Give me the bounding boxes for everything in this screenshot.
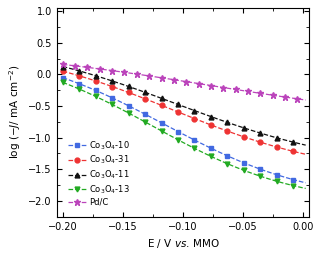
- Co$_3$O$_4$-11: [139, 89, 143, 92]
- Pd/C: [61, 63, 65, 66]
- Co$_3$O$_4$-31: [123, 89, 126, 93]
- Co$_3$O$_4$-31: [139, 96, 143, 99]
- Co$_3$O$_4$-31: [131, 93, 134, 96]
- Line: Pd/C: Pd/C: [59, 61, 309, 104]
- Co$_3$O$_4$-13: [213, 157, 217, 160]
- Y-axis label: log ($-J$/ mA cm$^{-2}$): log ($-J$/ mA cm$^{-2}$): [7, 65, 23, 159]
- Line: Co$_3$O$_4$-13: Co$_3$O$_4$-13: [60, 80, 308, 191]
- Co$_3$O$_4$-11: [123, 84, 126, 87]
- Co$_3$O$_4$-31: [213, 125, 217, 128]
- Co$_3$O$_4$-11: [304, 144, 308, 147]
- Co$_3$O$_4$-11: [131, 86, 134, 89]
- Pd/C: [304, 98, 308, 102]
- Co$_3$O$_4$-10: [143, 113, 147, 116]
- Pd/C: [102, 68, 106, 71]
- Co$_3$O$_4$-31: [61, 70, 65, 73]
- Pd/C: [213, 85, 217, 88]
- Co$_3$O$_4$-11: [102, 77, 106, 80]
- Co$_3$O$_4$-11: [61, 65, 65, 68]
- Co$_3$O$_4$-13: [131, 114, 134, 117]
- Co$_3$O$_4$-10: [304, 181, 308, 184]
- X-axis label: E / V $\it{vs}$. MMO: E / V $\it{vs}$. MMO: [147, 237, 219, 250]
- Co$_3$O$_4$-13: [61, 81, 65, 84]
- Co$_3$O$_4$-10: [102, 93, 106, 96]
- Co$_3$O$_4$-10: [139, 111, 143, 114]
- Co$_3$O$_4$-13: [143, 120, 147, 123]
- Co$_3$O$_4$-31: [304, 153, 308, 156]
- Co$_3$O$_4$-13: [102, 99, 106, 102]
- Legend: Co$_3$O$_4$-10, Co$_3$O$_4$-31, Co$_3$O$_4$-11, Co$_3$O$_4$-13, Pd/C: Co$_3$O$_4$-10, Co$_3$O$_4$-31, Co$_3$O$…: [66, 138, 132, 208]
- Co$_3$O$_4$-13: [139, 118, 143, 121]
- Co$_3$O$_4$-10: [213, 149, 217, 152]
- Line: Co$_3$O$_4$-31: Co$_3$O$_4$-31: [60, 69, 308, 157]
- Line: Co$_3$O$_4$-11: Co$_3$O$_4$-11: [60, 64, 308, 148]
- Co$_3$O$_4$-11: [213, 116, 217, 120]
- Co$_3$O$_4$-31: [143, 97, 147, 100]
- Pd/C: [131, 72, 134, 75]
- Pd/C: [123, 71, 126, 74]
- Line: Co$_3$O$_4$-10: Co$_3$O$_4$-10: [60, 75, 308, 185]
- Pd/C: [139, 73, 143, 76]
- Co$_3$O$_4$-31: [102, 82, 106, 85]
- Co$_3$O$_4$-10: [123, 102, 126, 105]
- Co$_3$O$_4$-13: [304, 187, 308, 190]
- Co$_3$O$_4$-10: [61, 76, 65, 79]
- Pd/C: [143, 74, 147, 77]
- Co$_3$O$_4$-13: [123, 109, 126, 112]
- Co$_3$O$_4$-10: [131, 106, 134, 109]
- Co$_3$O$_4$-11: [143, 91, 147, 94]
